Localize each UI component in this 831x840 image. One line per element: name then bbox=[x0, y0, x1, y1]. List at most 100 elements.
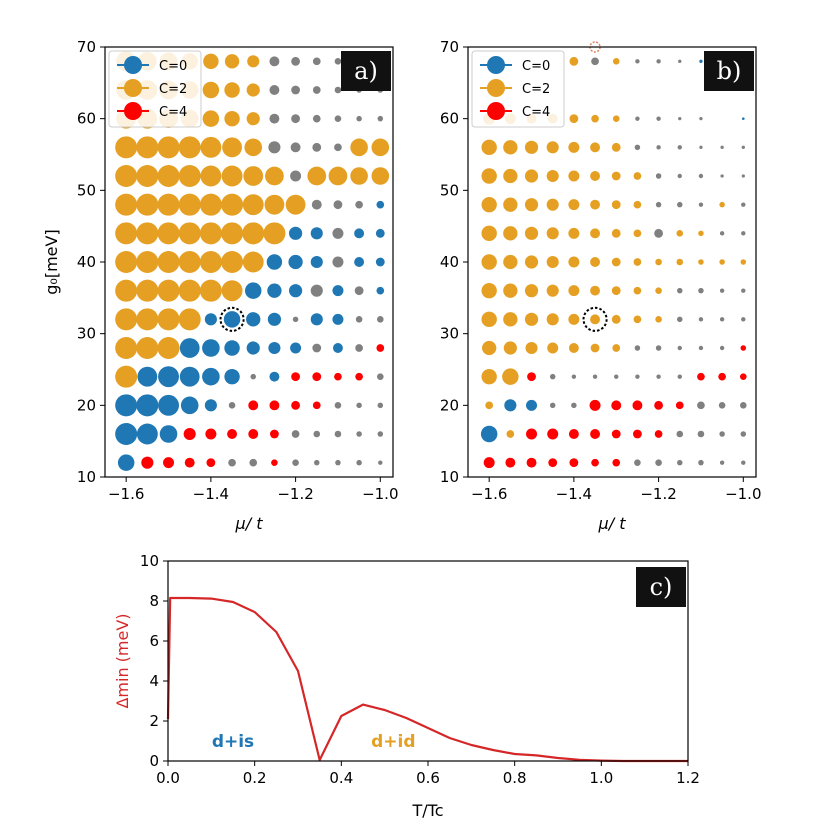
marker bbox=[115, 193, 138, 216]
marker bbox=[677, 316, 683, 323]
marker bbox=[697, 372, 705, 381]
marker bbox=[310, 227, 323, 240]
y-tick-label: 10 bbox=[77, 468, 96, 486]
marker bbox=[269, 85, 280, 95]
marker bbox=[568, 256, 580, 268]
y-tick-label: 20 bbox=[77, 396, 96, 414]
legend-marker bbox=[487, 102, 505, 120]
marker bbox=[355, 200, 363, 209]
marker bbox=[136, 165, 159, 187]
marker bbox=[310, 313, 323, 326]
marker bbox=[590, 199, 601, 210]
marker bbox=[356, 431, 362, 437]
marker bbox=[741, 117, 745, 120]
marker bbox=[267, 283, 282, 298]
marker bbox=[719, 288, 725, 293]
marker bbox=[288, 254, 303, 270]
legend-marker bbox=[487, 79, 505, 97]
marker bbox=[740, 345, 747, 351]
marker bbox=[611, 171, 621, 181]
marker bbox=[634, 345, 641, 351]
marker bbox=[633, 229, 642, 238]
marker bbox=[136, 279, 159, 302]
marker bbox=[697, 430, 705, 438]
panel-c: 0.0 0.2 0.4 0.6 0.8 1.0 1.2 0 2 4 6 8 10 c) d+is d+i… bbox=[113, 552, 700, 820]
marker bbox=[242, 194, 264, 216]
marker bbox=[334, 430, 342, 438]
marker bbox=[677, 287, 683, 294]
marker bbox=[739, 373, 747, 380]
marker bbox=[568, 343, 579, 353]
marker bbox=[242, 222, 265, 245]
x-tick-label: 0.2 bbox=[243, 769, 267, 787]
marker bbox=[136, 337, 159, 359]
marker bbox=[115, 308, 138, 331]
panel-b-legend: C=0 C=2 C=4 bbox=[471, 50, 565, 128]
marker bbox=[332, 227, 344, 239]
y-tick-label: 70 bbox=[440, 38, 459, 56]
x-tick-label: −1.2 bbox=[277, 485, 313, 503]
legend-label: C=2 bbox=[522, 82, 550, 97]
marker bbox=[355, 316, 363, 323]
marker bbox=[590, 429, 601, 439]
x-tick-label: −1.2 bbox=[640, 485, 676, 503]
marker bbox=[264, 194, 285, 215]
marker bbox=[356, 115, 362, 122]
marker bbox=[635, 374, 640, 379]
marker bbox=[292, 316, 299, 323]
marker bbox=[221, 280, 243, 302]
marker bbox=[334, 402, 342, 409]
marker bbox=[656, 145, 661, 150]
marker bbox=[224, 368, 240, 385]
legend-label: C=0 bbox=[522, 59, 550, 74]
marker bbox=[739, 402, 747, 409]
marker bbox=[200, 165, 222, 187]
marker bbox=[741, 317, 746, 322]
legend-marker bbox=[124, 79, 142, 97]
marker bbox=[117, 454, 135, 471]
marker bbox=[141, 456, 154, 469]
panel-c-ticks: 0.0 0.2 0.4 0.6 0.8 1.0 1.2 0 2 4 6 8 10 bbox=[140, 552, 700, 787]
panel-b-markers bbox=[480, 41, 747, 469]
marker bbox=[205, 428, 217, 440]
marker bbox=[178, 251, 201, 273]
marker bbox=[611, 228, 621, 238]
marker bbox=[590, 228, 601, 239]
marker bbox=[546, 198, 559, 211]
marker bbox=[228, 458, 236, 467]
marker bbox=[288, 226, 303, 240]
marker bbox=[157, 165, 180, 187]
marker bbox=[244, 282, 262, 299]
y-tick-label: 40 bbox=[440, 253, 459, 271]
marker bbox=[290, 342, 302, 354]
x-tick-label: 0.0 bbox=[156, 769, 180, 787]
marker bbox=[698, 259, 704, 265]
marker bbox=[248, 400, 259, 411]
marker bbox=[590, 171, 601, 181]
marker bbox=[654, 430, 663, 438]
marker bbox=[481, 311, 497, 328]
panel-a-label-bg bbox=[341, 51, 391, 91]
marker bbox=[206, 458, 216, 468]
marker bbox=[676, 230, 684, 237]
marker bbox=[549, 373, 556, 380]
marker bbox=[269, 56, 280, 67]
x-tick-label: −1.4 bbox=[556, 485, 592, 503]
marker bbox=[719, 345, 725, 351]
marker bbox=[677, 201, 683, 208]
marker bbox=[546, 169, 559, 183]
marker bbox=[269, 400, 280, 411]
marker bbox=[248, 429, 259, 439]
marker bbox=[179, 338, 200, 358]
marker bbox=[314, 459, 320, 466]
x-tick-label: 1.2 bbox=[676, 769, 700, 787]
marker bbox=[719, 317, 725, 322]
marker bbox=[503, 168, 518, 184]
marker bbox=[481, 139, 497, 156]
marker bbox=[678, 59, 682, 63]
marker bbox=[677, 173, 682, 179]
marker bbox=[677, 459, 683, 466]
marker bbox=[481, 225, 497, 242]
panel-b: −1.6 −1.4 −1.2 −1.0 10 20 30 40 50 60 70 C=0 C=2 C=4… bbox=[440, 38, 762, 533]
marker bbox=[633, 286, 642, 295]
